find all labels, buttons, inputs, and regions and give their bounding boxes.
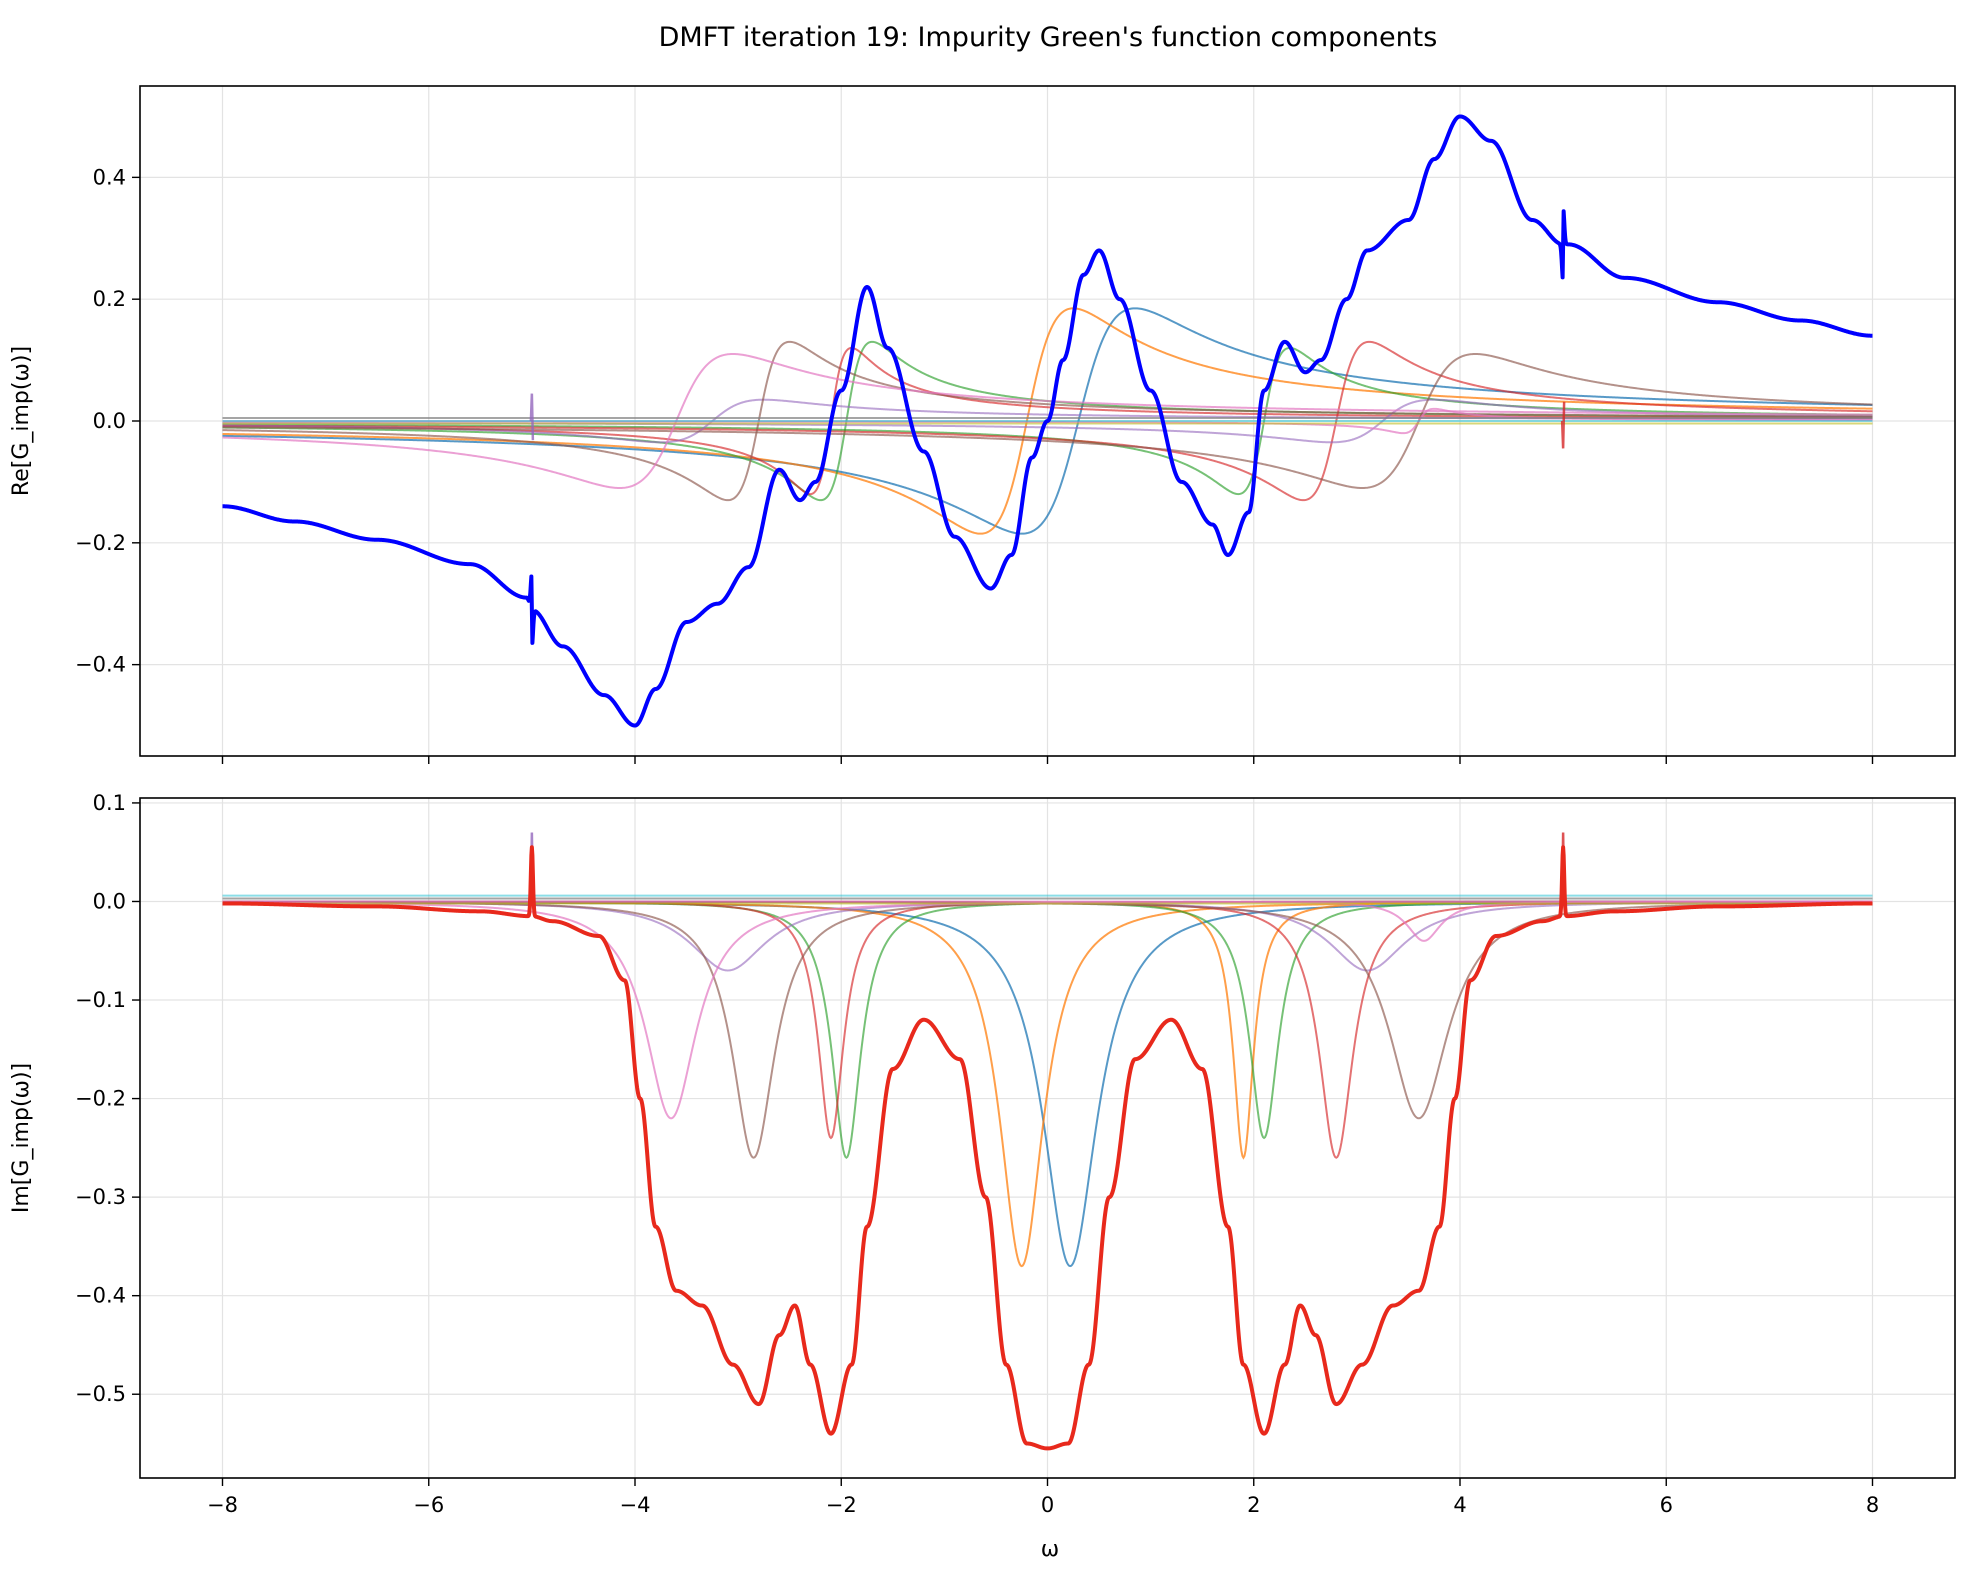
y-tick-label: 0.4: [93, 165, 126, 189]
x-tick-label: 4: [1453, 1493, 1466, 1517]
y-tick-label: −0.3: [75, 1185, 126, 1209]
y-tick-label: 0.2: [93, 287, 126, 311]
plot-area: [221, 114, 1874, 728]
x-tick-label: −4: [620, 1493, 651, 1517]
y-tick-label: −0.5: [75, 1382, 126, 1406]
series-line-component-12: [222, 900, 1873, 942]
series-line-component-8: [222, 340, 1873, 502]
x-axis-label: ω: [1041, 1537, 1059, 1562]
y-tick-label: −0.2: [75, 531, 126, 555]
series-line-component-5: [222, 340, 1873, 502]
figure-title: DMFT iteration 19: Impurity Green's func…: [659, 22, 1438, 53]
x-tick-label: −6: [413, 1493, 444, 1517]
y-tick-label: 0.1: [93, 791, 126, 815]
x-tick-label: 0: [1041, 1493, 1054, 1517]
x-tick-label: 8: [1866, 1493, 1879, 1517]
plot-area: [221, 832, 1874, 1451]
panel-imag-part: −8 −6 −4 −2 0 2 4 6 8 −0.5 −0.4 −0.3 −0.2 −0.1 0.0 0.1 I…: [9, 791, 1956, 1517]
component-spike-1: [1560, 401, 1566, 449]
y-axis-label: Re[G_imp(ω)]: [9, 346, 34, 496]
y-tick-label: 0.0: [93, 409, 126, 433]
y-tick-label: −0.1: [75, 988, 126, 1012]
y-axis-label: Im[G_imp(ω)]: [9, 1063, 34, 1213]
series-line-component-0: [222, 307, 1873, 535]
panel-real-part: −0.4 −0.2 0.0 0.2 0.4 Re[G_imp(ω)]: [9, 85, 1956, 764]
x-tick-label: 6: [1660, 1493, 1673, 1517]
series-line-component-9: [222, 352, 1873, 490]
x-tick-label: 2: [1247, 1493, 1260, 1517]
x-tick-label: −8: [207, 1493, 238, 1517]
series-line-component-1: [222, 307, 1873, 535]
series-line-component-10: [222, 352, 1873, 490]
x-tick-label: −2: [826, 1493, 857, 1517]
component-spike-0: [529, 393, 535, 441]
series-line-total: [221, 845, 1874, 1451]
y-tick-label: −0.2: [75, 1087, 126, 1111]
y-tick-label: −0.4: [75, 1284, 126, 1308]
y-tick-label: −0.4: [75, 653, 126, 677]
series-line-total: [221, 114, 1874, 728]
y-tick-label: 0.0: [93, 889, 126, 913]
